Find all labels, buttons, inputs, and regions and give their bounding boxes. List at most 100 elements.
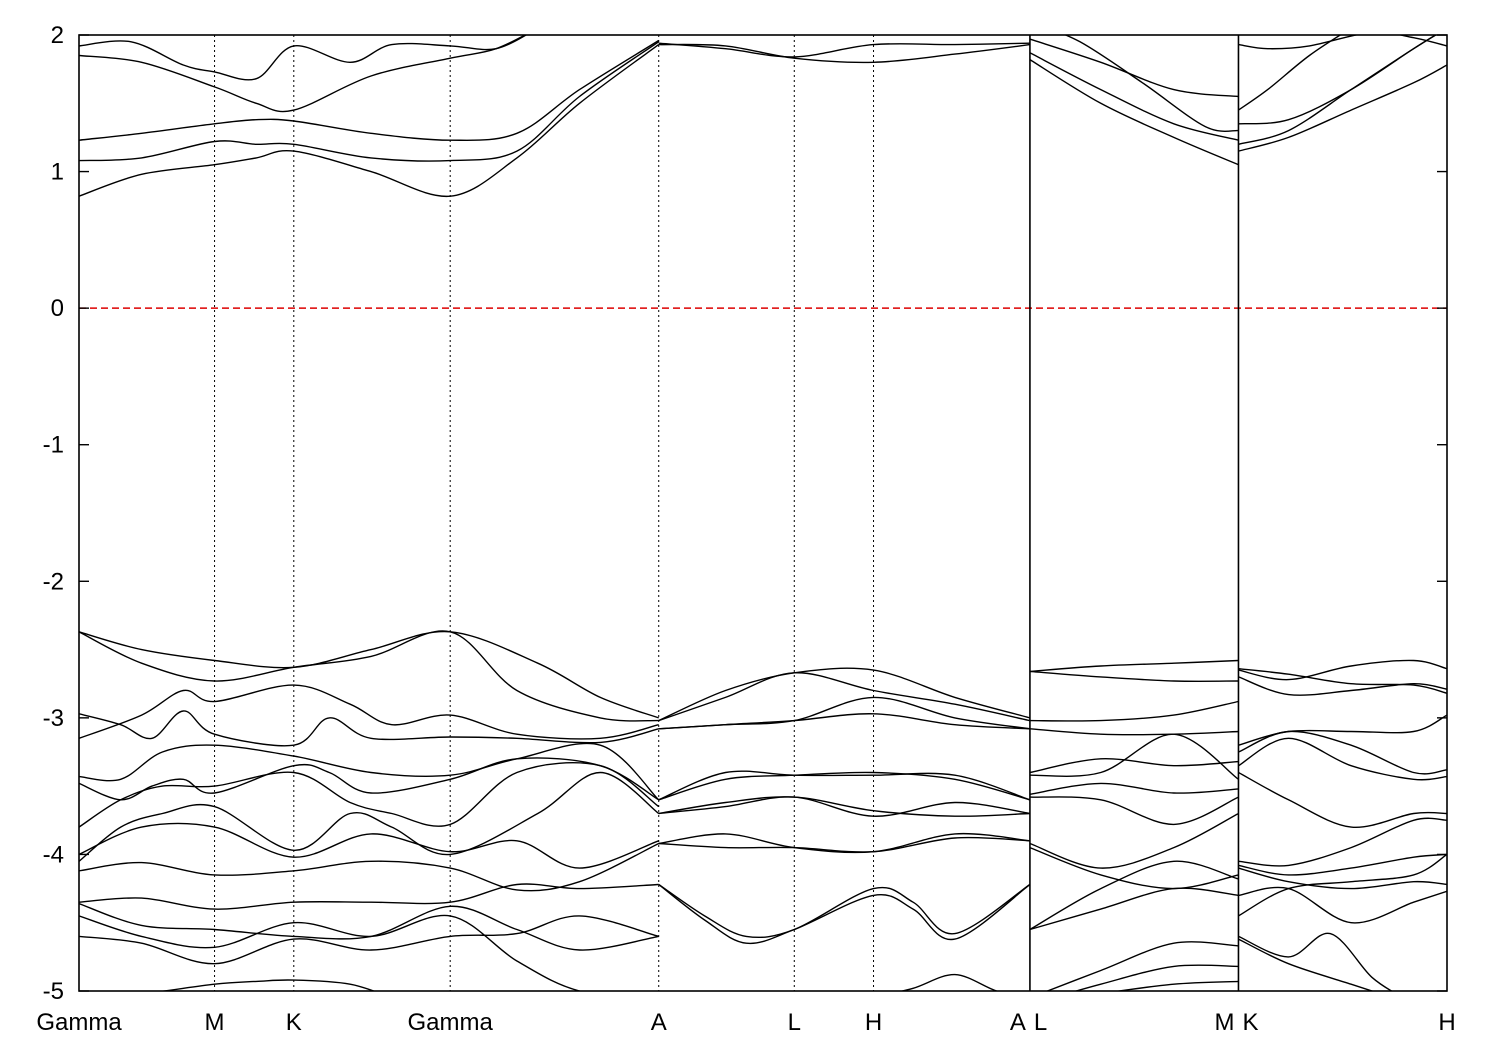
- band-line-31: [658, 667, 1031, 722]
- band-line-72: [1238, 938, 1375, 991]
- band-line-11: [1238, 64, 1447, 152]
- band-line-8: [1029, 52, 1239, 141]
- band-line-35: [658, 771, 1031, 801]
- x-tick-label-9: M: [1214, 1009, 1234, 1036]
- band-line-60: [1238, 659, 1447, 681]
- band-line-62: [1238, 714, 1447, 746]
- band-line-25: [79, 842, 660, 892]
- band-line-30: [158, 979, 376, 991]
- y-tick-label-5: -3: [43, 705, 64, 732]
- band-line-38: [658, 796, 1031, 817]
- band-line-57: [1073, 964, 1239, 991]
- x-tick-label-8: L: [1034, 1009, 1047, 1036]
- x-tick-label-0: Gamma: [36, 1009, 122, 1036]
- y-tick-label-1: 1: [51, 159, 64, 186]
- band-line-71: [1238, 932, 1393, 991]
- band-line-19: [79, 710, 659, 747]
- axes-layer: [78, 34, 1448, 992]
- band-line-3: [79, 35, 527, 113]
- x-tick-label-3: Gamma: [408, 1009, 494, 1036]
- band-line-58: [1114, 980, 1239, 991]
- x-tick-label-11: H: [1438, 1009, 1455, 1036]
- band-line-53: [1029, 846, 1239, 890]
- band-line-56: [1045, 941, 1239, 991]
- band-line-55: [1029, 887, 1239, 931]
- high-symmetry-gridlines: [214, 35, 875, 991]
- band-line-41: [658, 883, 1031, 939]
- band-line-12: [1238, 35, 1437, 145]
- band-line-34: [658, 713, 1030, 730]
- y-tick-label-2: 0: [51, 295, 64, 322]
- band-line-17: [79, 630, 659, 722]
- band-line-16: [79, 630, 659, 719]
- band-line-54: [1029, 860, 1239, 931]
- x-tick-label-10: K: [1242, 1009, 1258, 1036]
- band-line-18: [79, 684, 659, 740]
- band-line-14: [1238, 35, 1342, 111]
- band-line-26: [79, 883, 659, 910]
- band-line-5: [658, 43, 1030, 64]
- x-tick-label-6: H: [865, 1009, 882, 1036]
- band-line-39: [658, 832, 1030, 854]
- band-line-42: [658, 883, 1031, 945]
- band-line-43: [899, 973, 1000, 991]
- x-tick-label-5: L: [788, 1009, 801, 1036]
- y-tick-label-7: -5: [43, 978, 64, 1005]
- band-line-28: [79, 914, 583, 991]
- band-line-24: [79, 822, 659, 869]
- band-line-64: [1238, 737, 1447, 781]
- y-tick-label-0: 2: [51, 22, 64, 49]
- band-line-13: [1238, 35, 1437, 125]
- band-line-37: [658, 796, 1030, 817]
- x-tick-label-7: A: [1010, 1009, 1026, 1036]
- band-line-70: [1238, 853, 1447, 917]
- band-line-32: [658, 672, 1031, 722]
- band-line-27: [79, 902, 659, 951]
- band-line-49: [1029, 733, 1239, 780]
- band-line-68: [1238, 867, 1447, 890]
- band-line-63: [1238, 730, 1447, 775]
- band-line-29: [79, 915, 659, 965]
- band-line-33: [658, 696, 1030, 730]
- band-line-65: [1238, 771, 1447, 829]
- path-break-layer: [1029, 35, 1240, 991]
- band-line-40: [658, 836, 1030, 853]
- band-line-52: [1029, 812, 1239, 869]
- band-line-67: [1238, 853, 1447, 876]
- band-line-2: [79, 39, 660, 142]
- band-line-6: [658, 42, 1030, 58]
- band-line-48: [1029, 758, 1239, 774]
- band-line-22: [79, 762, 660, 828]
- x-tick-label-2: K: [286, 1009, 302, 1036]
- band-line-46: [1029, 700, 1239, 722]
- band-line-9: [1029, 38, 1239, 98]
- band-line-15: [1238, 35, 1447, 50]
- y-tick-label-3: -1: [43, 432, 64, 459]
- bands-layer: [79, 35, 1447, 991]
- band-line-51: [1029, 796, 1239, 826]
- band-line-45: [1029, 670, 1239, 683]
- band-line-20: [79, 742, 660, 801]
- y-tick-label-4: -2: [43, 568, 64, 595]
- band-line-23: [79, 771, 660, 862]
- plot-frame: [78, 34, 1448, 992]
- band-line-44: [1029, 659, 1239, 673]
- y-tick-labels: 2 1 0 -1 -2 -3 -4 -5: [43, 22, 64, 1005]
- band-line-21: [79, 757, 660, 801]
- band-line-69: [1238, 886, 1447, 924]
- band-line-36: [658, 770, 1031, 801]
- x-tick-label-4: A: [651, 1009, 667, 1036]
- band-line-50: [1029, 782, 1239, 795]
- y-tick-label-6: -4: [43, 841, 64, 868]
- band-line-4: [79, 35, 528, 81]
- band-line-0: [79, 44, 660, 197]
- band-line-47: [1029, 728, 1239, 736]
- band-line-61: [1238, 676, 1447, 696]
- x-tick-label-1: M: [205, 1009, 225, 1036]
- band-line-66: [1238, 817, 1447, 867]
- x-tick-labels: Gamma M K Gamma A L H A L M K H: [36, 1009, 1455, 1036]
- band-line-59: [1238, 668, 1447, 694]
- band-line-10: [1064, 35, 1239, 132]
